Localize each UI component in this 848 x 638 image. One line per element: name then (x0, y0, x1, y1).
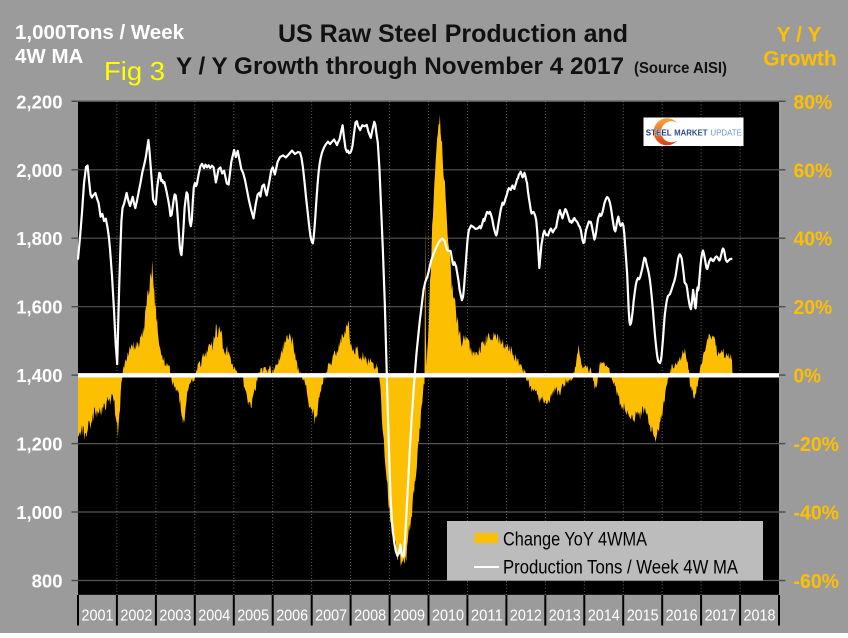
svg-text:2010: 2010 (432, 608, 464, 625)
svg-text:4W MA: 4W MA (15, 45, 84, 68)
svg-text:Production Tons / Week 4W MA: Production Tons / Week 4W MA (503, 558, 738, 579)
svg-text:MARKET: MARKET (674, 127, 708, 137)
svg-text:(Source AISI): (Source AISI) (634, 60, 727, 77)
svg-text:Y / Y: Y / Y (777, 24, 822, 47)
svg-text:UPDATE: UPDATE (710, 127, 742, 137)
svg-text:40%: 40% (794, 228, 833, 251)
svg-text:2015: 2015 (627, 608, 659, 625)
svg-text:1,400: 1,400 (16, 365, 62, 386)
svg-text:60%: 60% (794, 159, 833, 182)
svg-text:800: 800 (32, 571, 63, 592)
svg-text:-20%: -20% (794, 433, 840, 456)
svg-text:1,000: 1,000 (16, 502, 62, 523)
svg-text:2011: 2011 (471, 608, 503, 625)
svg-text:2009: 2009 (393, 608, 425, 625)
svg-text:STEEL: STEEL (646, 127, 672, 137)
svg-text:0%: 0% (794, 365, 822, 388)
svg-text:2017: 2017 (705, 608, 737, 625)
svg-text:2006: 2006 (276, 608, 308, 625)
svg-text:Fig 3: Fig 3 (104, 56, 165, 86)
svg-text:-40%: -40% (794, 502, 840, 525)
svg-text:-60%: -60% (794, 570, 840, 593)
svg-text:2001: 2001 (82, 608, 114, 625)
svg-text:2007: 2007 (315, 608, 347, 625)
svg-text:Y / Y Growth through November: Y / Y Growth through November 4 2017 (176, 53, 624, 80)
svg-text:Growth: Growth (763, 48, 837, 71)
svg-text:2016: 2016 (666, 608, 698, 625)
svg-text:2018: 2018 (744, 608, 776, 625)
svg-text:2012: 2012 (510, 608, 542, 625)
svg-text:1,600: 1,600 (16, 297, 62, 318)
svg-text:2013: 2013 (549, 608, 581, 625)
svg-text:2004: 2004 (198, 608, 230, 625)
svg-text:80%: 80% (794, 91, 833, 114)
svg-text:2003: 2003 (159, 608, 191, 625)
svg-text:2002: 2002 (120, 608, 152, 625)
svg-text:1,200: 1,200 (16, 434, 62, 455)
svg-text:2005: 2005 (237, 608, 269, 625)
svg-text:2,200: 2,200 (16, 91, 62, 112)
svg-text:1,800: 1,800 (16, 228, 62, 249)
svg-text:2,000: 2,000 (16, 160, 62, 181)
svg-text:20%: 20% (794, 296, 833, 319)
svg-text:2008: 2008 (354, 608, 386, 625)
svg-text:1,000Tons / Week: 1,000Tons / Week (15, 21, 185, 44)
svg-text:2014: 2014 (588, 608, 620, 625)
svg-text:Change YoY 4WMA: Change YoY 4WMA (503, 530, 647, 551)
svg-text:US Raw Steel Production and: US Raw Steel Production and (278, 20, 628, 48)
